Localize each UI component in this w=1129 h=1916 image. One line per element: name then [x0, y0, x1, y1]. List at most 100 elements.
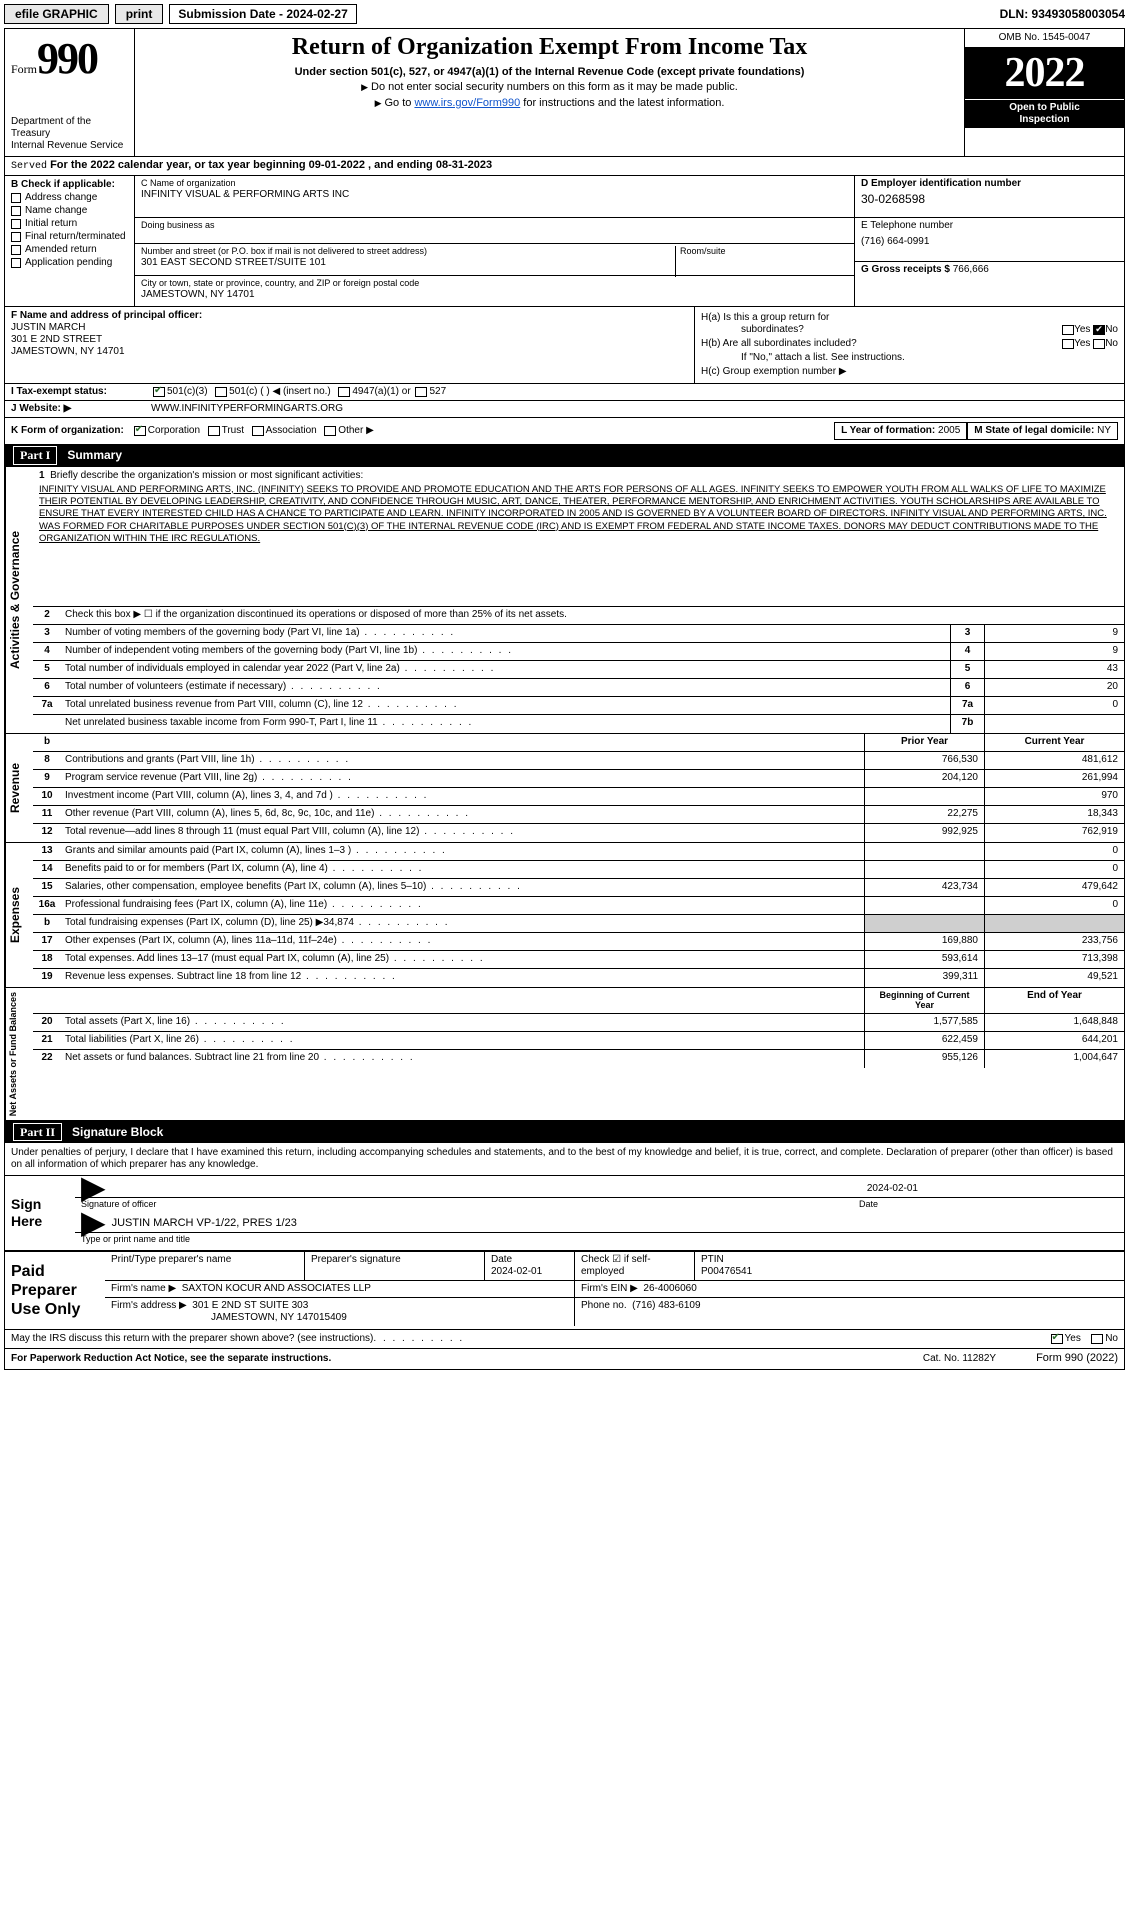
- row-desc: Total expenses. Add lines 13–17 (must eq…: [61, 951, 864, 968]
- row-desc: Net unrelated business taxable income fr…: [61, 715, 950, 733]
- part1-label: Part I: [13, 446, 57, 464]
- chk-name-change[interactable]: Name change: [11, 205, 128, 217]
- mission-num: 1: [39, 470, 45, 481]
- ha-yes-box[interactable]: [1062, 325, 1074, 335]
- pra-notice: For Paperwork Reduction Act Notice, see …: [11, 1353, 331, 1365]
- irs-link[interactable]: www.irs.gov/Form990: [414, 97, 520, 109]
- row-num: 13: [33, 843, 61, 860]
- dba-cell: Doing business as: [135, 218, 854, 244]
- row-cellnum: 7b: [950, 715, 984, 733]
- row-num: [33, 715, 61, 733]
- h-a: H(a) Is this a group return for subordin…: [701, 312, 1118, 336]
- row-prior: 992,925: [864, 824, 984, 842]
- chk-501c[interactable]: [215, 387, 227, 397]
- na-hdr-num: [33, 988, 61, 1014]
- row-prior: 169,880: [864, 933, 984, 950]
- chk-trust[interactable]: [208, 426, 220, 436]
- no-label: No: [1105, 338, 1118, 349]
- m-value: NY: [1097, 425, 1111, 436]
- table-row: 4Number of independent voting members of…: [33, 643, 1124, 661]
- row-desc: Benefits paid to or for members (Part IX…: [61, 861, 864, 878]
- opt-corp: Corporation: [148, 425, 200, 437]
- hb-no-box[interactable]: [1093, 339, 1105, 349]
- vtab-expenses: Expenses: [5, 843, 33, 987]
- opt-other: Other ▶: [338, 425, 373, 437]
- mayirs-yes-box[interactable]: [1051, 1334, 1063, 1344]
- ein-label: D Employer identification number: [861, 178, 1118, 190]
- row-num: 19: [33, 969, 61, 987]
- subtitle-1: Under section 501(c), 527, or 4947(a)(1)…: [141, 66, 958, 79]
- chk-assoc[interactable]: [252, 426, 264, 436]
- chk-corp[interactable]: [134, 426, 146, 436]
- row-desc: Total liabilities (Part X, line 26): [61, 1032, 864, 1049]
- row-a: Served For the 2022 calendar year, or ta…: [5, 157, 1124, 176]
- table-row: 17Other expenses (Part IX, column (A), l…: [33, 933, 1124, 951]
- table-row: 15Salaries, other compensation, employee…: [33, 879, 1124, 897]
- table-row: 11Other revenue (Part VIII, column (A), …: [33, 806, 1124, 824]
- ptin-label: PTIN: [701, 1254, 1118, 1266]
- city-value: JAMESTOWN, NY 14701: [141, 289, 848, 301]
- chk-address-change[interactable]: Address change: [11, 192, 128, 204]
- firm-addr-cell: Firm's address ▶ 301 E 2ND ST SUITE 303 …: [105, 1298, 575, 1326]
- open-line1: Open to Public: [967, 102, 1122, 114]
- chk-4947[interactable]: [338, 387, 350, 397]
- goto-suffix: for instructions and the latest informat…: [520, 97, 724, 109]
- address-label: Number and street (or P.O. box if mail i…: [141, 246, 848, 257]
- fh-row: F Name and address of principal officer:…: [5, 306, 1124, 383]
- row-desc: Number of independent voting members of …: [61, 643, 950, 660]
- row-current: 233,756: [984, 933, 1124, 950]
- col-h: H(a) Is this a group return for subordin…: [694, 307, 1124, 383]
- section-governance: Activities & Governance 1 Briefly descri…: [5, 467, 1124, 734]
- firm-phone-label: Phone no.: [581, 1300, 627, 1311]
- row-desc: Total revenue—add lines 8 through 11 (mu…: [61, 824, 864, 842]
- table-row: 10Investment income (Part VIII, column (…: [33, 788, 1124, 806]
- firm-ein-label: Firm's EIN ▶: [581, 1283, 638, 1294]
- row-desc: Check this box ▶ ☐ if the organization d…: [61, 607, 1124, 624]
- table-row: 5Total number of individuals employed in…: [33, 661, 1124, 679]
- hb-note: If "No," attach a list. See instructions…: [741, 352, 1118, 364]
- chk-527[interactable]: [415, 387, 427, 397]
- chk-application-pending[interactable]: Application pending: [11, 257, 128, 269]
- chk-final-return[interactable]: Final return/terminated: [11, 231, 128, 243]
- officer-addr1: 301 E 2ND STREET: [11, 334, 688, 346]
- name-sublabel: Type or print name and title: [75, 1233, 1124, 1246]
- chk-other[interactable]: [324, 426, 336, 436]
- row-desc: Other revenue (Part VIII, column (A), li…: [61, 806, 864, 823]
- row-value: 43: [984, 661, 1124, 678]
- row-prior: [864, 897, 984, 914]
- mayirs-no-box[interactable]: [1091, 1334, 1103, 1344]
- print-button[interactable]: print: [115, 4, 164, 24]
- na-header-row: Beginning of Current Year End of Year: [33, 988, 1124, 1015]
- name-line: ▶ JUSTIN MARCH VP-1/22, PRES 1/23: [75, 1211, 1124, 1233]
- chk-501c3[interactable]: [153, 387, 165, 397]
- col-c: C Name of organization INFINITY VISUAL &…: [135, 176, 854, 306]
- ijk-block: I Tax-exempt status: 501(c)(3) 501(c) ( …: [5, 383, 1124, 417]
- paid-row3: Firm's address ▶ 301 E 2ND ST SUITE 303 …: [105, 1298, 1124, 1326]
- section-expenses: Expenses 13Grants and similar amounts pa…: [5, 843, 1124, 988]
- col-f: F Name and address of principal officer:…: [5, 307, 694, 383]
- col-current-year: Current Year: [984, 734, 1124, 751]
- chk-amended-return[interactable]: Amended return: [11, 244, 128, 256]
- mission-label: Briefly describe the organization's miss…: [50, 470, 363, 481]
- row-current: 762,919: [984, 824, 1124, 842]
- self-employed-cell: Check ☑ if self-employed: [575, 1252, 695, 1280]
- ha-no-box[interactable]: [1093, 325, 1105, 335]
- row-desc: Total unrelated business revenue from Pa…: [61, 697, 950, 714]
- row-cellnum: 3: [950, 625, 984, 642]
- address-value: 301 EAST SECOND STREET/SUITE 101: [141, 257, 848, 269]
- org-name-label: C Name of organization: [141, 178, 848, 189]
- table-row: 9Program service revenue (Part VIII, lin…: [33, 770, 1124, 788]
- form-990-number: 990: [37, 34, 97, 83]
- row-value: 9: [984, 625, 1124, 642]
- hb-yes-box[interactable]: [1062, 339, 1074, 349]
- governance-body: 1 Briefly describe the organization's mi…: [33, 467, 1124, 733]
- expenses-body: 13Grants and similar amounts paid (Part …: [33, 843, 1124, 987]
- chk-initial-return[interactable]: Initial return: [11, 218, 128, 230]
- efile-label: efile GRAPHIC: [4, 4, 109, 24]
- opt-trust: Trust: [222, 425, 244, 437]
- row-num: 17: [33, 933, 61, 950]
- table-row: 3Number of voting members of the governi…: [33, 625, 1124, 643]
- sign-fields: ▶ 2024-02-01 Signature of officer Date ▶…: [75, 1176, 1124, 1250]
- table-row: 21Total liabilities (Part X, line 26)622…: [33, 1032, 1124, 1050]
- opt-4947: 4947(a)(1) or: [352, 386, 410, 398]
